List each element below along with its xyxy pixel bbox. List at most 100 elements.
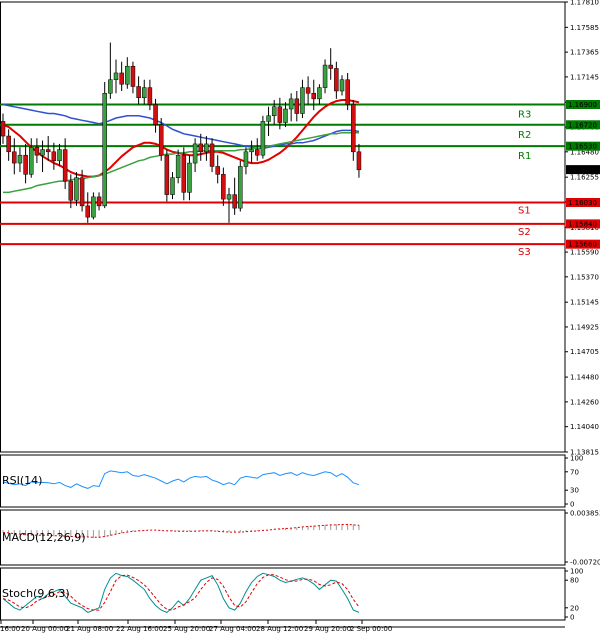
level-name-r3: R3 xyxy=(518,110,531,121)
macd-signal-line xyxy=(2,524,360,538)
price-tick-label: 1.14705 xyxy=(570,348,599,356)
candle-bull xyxy=(243,151,249,167)
indicator-tick-label: 0 xyxy=(570,614,574,622)
candle-bull xyxy=(57,149,62,162)
candle-bull xyxy=(113,72,119,80)
price-tick-label: 1.13815 xyxy=(570,449,599,457)
candle-bear xyxy=(6,135,11,153)
candle-bear xyxy=(232,194,237,209)
candle-bear xyxy=(305,87,311,94)
level-price-label: 1.16030 xyxy=(568,199,597,207)
indicator-tick-label: 100 xyxy=(570,455,583,463)
candle-bull xyxy=(266,115,271,122)
candle-bear xyxy=(334,68,339,92)
candle-bear xyxy=(96,196,102,207)
candle-bull xyxy=(283,108,288,123)
candle-bear xyxy=(147,87,153,105)
price-tick-label: 1.17145 xyxy=(570,73,599,81)
level-price-tag xyxy=(566,219,600,229)
price-tick-label: 1.15145 xyxy=(570,299,599,307)
level-price-label: 1.16720 xyxy=(568,121,597,129)
candle-bull xyxy=(108,79,113,94)
indicator-panel-frame xyxy=(0,454,566,508)
indicator-tick-label: 0.003853 xyxy=(570,510,600,518)
indicator-tick-label: 80 xyxy=(570,577,579,585)
level-price-tag xyxy=(566,100,600,110)
candle-bear xyxy=(356,151,362,171)
candle-bull xyxy=(288,98,294,110)
candle-bear xyxy=(85,205,90,218)
candle-bull xyxy=(322,64,328,88)
candle-bear xyxy=(311,92,316,100)
candle-bull xyxy=(29,147,34,175)
candle-bear xyxy=(79,177,85,207)
candle-bull xyxy=(260,121,266,156)
candle-bull xyxy=(125,65,130,85)
price-tick-label: 1.14480 xyxy=(570,374,599,382)
indicator-tick-label: 20 xyxy=(570,604,579,612)
candle-bear xyxy=(215,166,220,175)
candle-bear xyxy=(277,106,283,123)
candle-bull xyxy=(317,87,322,100)
indicator-tick-label: 70 xyxy=(570,468,579,476)
price-tick-label: 1.16480 xyxy=(570,148,599,156)
moving-average-line xyxy=(2,103,360,150)
time-tick-label: 28 Aug 12:00 xyxy=(256,625,303,633)
time-tick-label: 27 Aug 04:00 xyxy=(209,625,256,633)
price-tick-label: 1.17810 xyxy=(570,0,599,7)
candle-bear xyxy=(62,149,68,182)
price-tick-label: 1.15370 xyxy=(570,273,599,281)
candle-bull xyxy=(175,154,181,178)
candle-bear xyxy=(136,86,141,98)
price-tick-label: 1.14260 xyxy=(570,398,599,406)
candle-bull xyxy=(226,194,232,200)
indicator-tick-label: 100 xyxy=(570,568,583,576)
candle-bear xyxy=(130,65,136,87)
indicator-line xyxy=(2,572,360,613)
candle-bull xyxy=(300,87,305,114)
candle-bear xyxy=(119,72,124,85)
candle-bull xyxy=(187,162,192,193)
price-panel-frame xyxy=(0,1,566,453)
stoch-signal-line xyxy=(2,574,360,611)
time-tick-label: 21 Aug 08:00 xyxy=(66,625,113,633)
current-price-tag xyxy=(566,165,600,175)
time-tick-label: 25 Aug 20:00 xyxy=(163,625,210,633)
candle-bear xyxy=(153,104,158,126)
candle-bull xyxy=(91,196,96,218)
candle-bear xyxy=(351,104,356,153)
indicator-panel-frame xyxy=(0,567,566,621)
candle-bear xyxy=(23,154,28,175)
indicator-name-label: Stoch(9,6,3) xyxy=(2,587,70,600)
candle-bear xyxy=(294,98,300,114)
price-tick-label: 1.14040 xyxy=(570,423,599,431)
candle-bear xyxy=(34,147,40,156)
level-name-r2: R2 xyxy=(518,130,531,141)
candle-bear xyxy=(221,174,226,200)
level-price-tag xyxy=(566,120,600,130)
price-tick-label: 1.14925 xyxy=(570,323,599,331)
candle-bear xyxy=(345,79,350,105)
time-tick-label: 20 Aug 00:00 xyxy=(21,625,68,633)
candle-bear xyxy=(255,149,260,156)
price-tick-label: 1.17585 xyxy=(570,24,599,32)
candle-bull xyxy=(102,92,107,207)
indicator-tick-label: -0.00720 xyxy=(570,559,600,567)
candle-bear xyxy=(0,121,6,137)
time-tick-label: 2 Sep 00:00 xyxy=(350,625,392,633)
current-price-label: 1.16322 xyxy=(568,166,597,174)
candle-bear xyxy=(51,151,57,162)
candle-bear xyxy=(45,149,51,153)
candle-bull xyxy=(170,177,175,195)
candle-bull xyxy=(17,154,23,164)
candle-bear xyxy=(328,64,333,69)
candle-bear xyxy=(12,151,17,164)
time-tick-label: 22 Aug 16:00 xyxy=(116,625,163,633)
candle-bear xyxy=(198,143,203,153)
indicator-tick-label: 30 xyxy=(570,487,579,495)
candle-bear xyxy=(158,124,164,156)
indicator-line xyxy=(2,470,360,489)
indicator-name-label: MACD(12,26,9) xyxy=(2,531,86,544)
level-price-tag xyxy=(566,239,600,249)
